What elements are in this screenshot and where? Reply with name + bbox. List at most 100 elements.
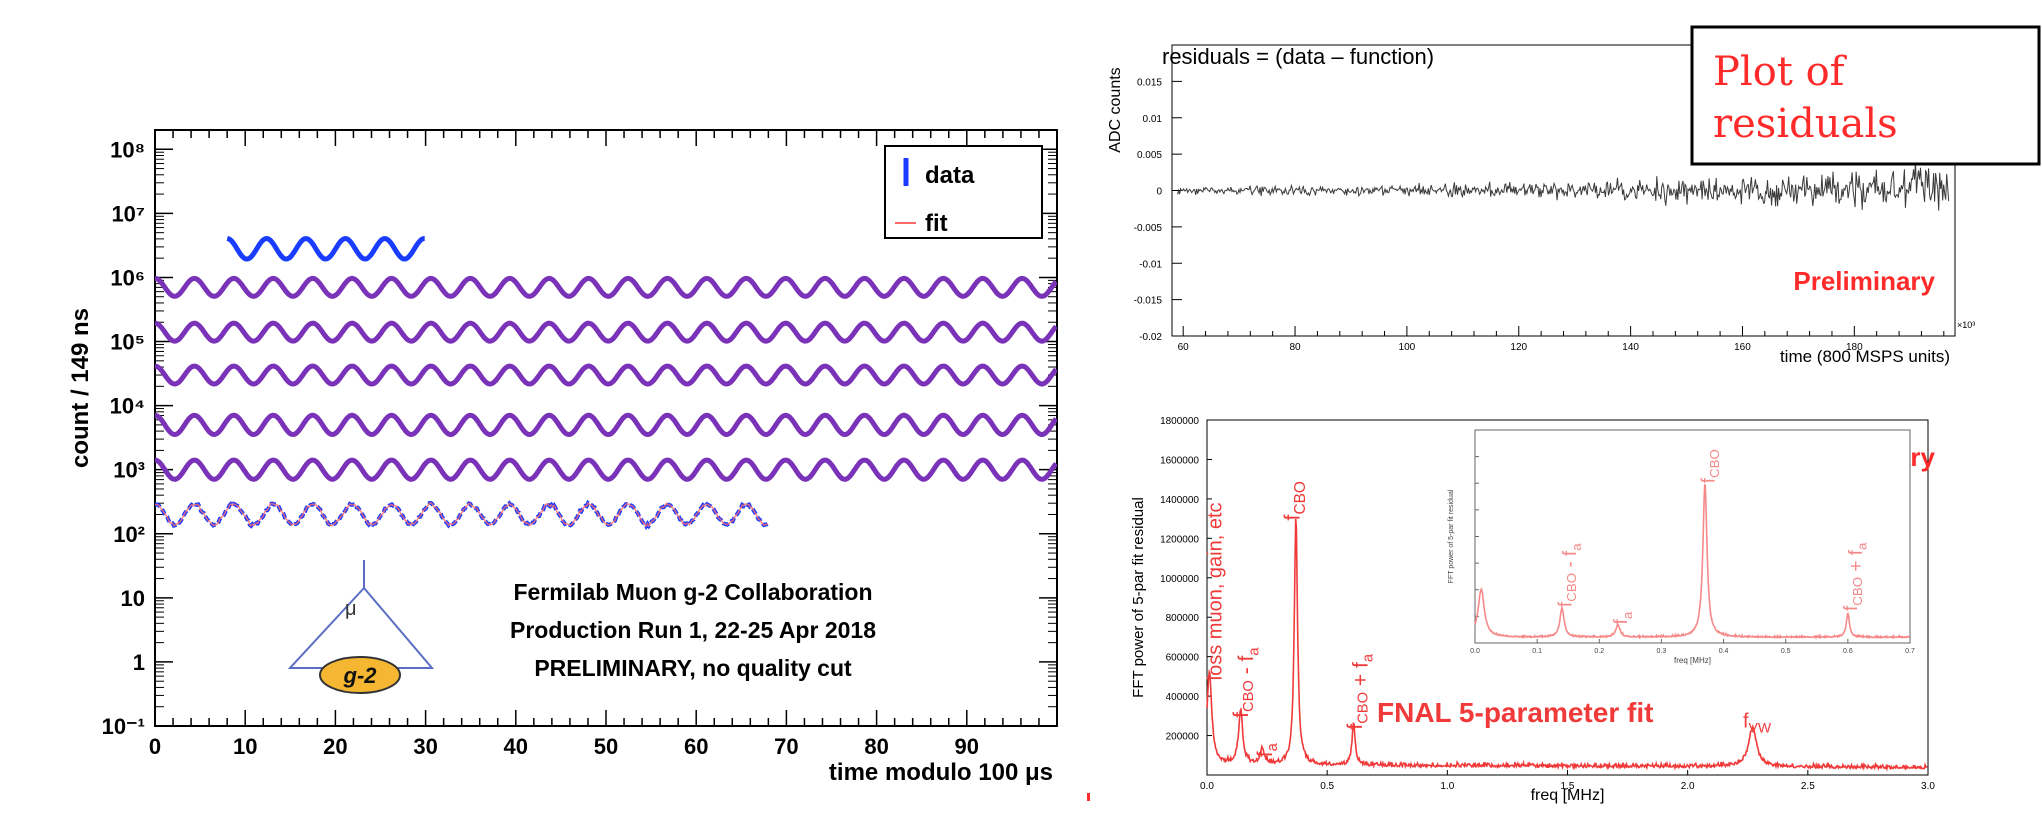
x-axis-label: time (800 MSPS units) bbox=[1780, 347, 1950, 366]
inset-x-tick-label: 0.3 bbox=[1657, 648, 1667, 655]
y-tick-label: 1600000 bbox=[1160, 455, 1199, 466]
x-tick-label: 1.5 bbox=[1561, 781, 1575, 792]
inset-trace bbox=[1474, 484, 1910, 640]
y-tick-label: 10⁸ bbox=[110, 137, 145, 162]
x-tick-label: 60 bbox=[684, 734, 708, 759]
inset-label-cbo: fCBO bbox=[1698, 449, 1722, 483]
residual-trace bbox=[1177, 160, 1950, 211]
x-tick-label: 140 bbox=[1622, 342, 1639, 353]
inset-x-label: freq [MHz] bbox=[1674, 656, 1711, 665]
y-tick-label: -0.005 bbox=[1134, 223, 1163, 234]
x-tick-label: 90 bbox=[955, 734, 979, 759]
data-wave-0 bbox=[226, 235, 425, 262]
x-tick-label: 40 bbox=[504, 734, 528, 759]
inset-x-tick-label: 0.0 bbox=[1470, 648, 1480, 655]
inset-y-label: FFT power of 5-par fit residual bbox=[1448, 489, 1455, 583]
inset-x-tick-label: 0.6 bbox=[1843, 648, 1853, 655]
x-axis-label: freq [MHz] bbox=[1531, 787, 1605, 804]
y-tick-label: 1400000 bbox=[1160, 495, 1199, 506]
x-tick-label: 2.0 bbox=[1681, 781, 1695, 792]
inset-label-fa: fa bbox=[1611, 611, 1635, 624]
residuals-title: residuals = (data – function) bbox=[1162, 44, 1434, 69]
overlay-wave-5 bbox=[155, 457, 1057, 482]
logo-text: g-2 bbox=[343, 663, 378, 688]
x-tick-label: 60 bbox=[1178, 342, 1190, 353]
y-tick-label: 0.015 bbox=[1137, 77, 1162, 88]
logo-ellipse bbox=[319, 656, 401, 694]
x-tick-label: 2.5 bbox=[1801, 781, 1815, 792]
y-tick-label: 1200000 bbox=[1160, 534, 1199, 545]
y-tick-label: 1800000 bbox=[1160, 416, 1199, 427]
peak-label-loss: loss muon, gain, etc bbox=[1204, 502, 1226, 680]
inset-frame bbox=[1474, 429, 1911, 644]
annotation-line: PRELIMINARY, no quality cut bbox=[534, 655, 852, 681]
overlay-wave-1 bbox=[155, 275, 1057, 299]
x-tick-label: 100 bbox=[1399, 342, 1416, 353]
x-axis-label: time modulo 100 μs bbox=[829, 759, 1053, 786]
fft-plot: 1800000 1600000 1400000 1200000 1000000 80000… bbox=[1130, 416, 1936, 804]
inset-x-tick-label: 0.4 bbox=[1719, 648, 1729, 655]
y-tick-label: 10⁶ bbox=[110, 265, 145, 290]
peak-label-cbo: fCBO bbox=[1280, 481, 1310, 521]
inset-label-cbo-minus-fa: fCBO - fa bbox=[1555, 543, 1584, 607]
x-tick-label: 50 bbox=[594, 734, 618, 759]
overlay-wave-4 bbox=[155, 412, 1057, 438]
y-tick-label: 0.01 bbox=[1143, 114, 1163, 125]
x-tick-label: 80 bbox=[864, 734, 888, 759]
x-tick-label: 0 bbox=[149, 734, 161, 759]
y-tick-label: 10⁴ bbox=[110, 394, 145, 419]
inset-x-tick-label: 0.5 bbox=[1781, 648, 1791, 655]
overlay-wave-2 bbox=[155, 320, 1057, 344]
y-axis-label: count / 149 ns bbox=[67, 308, 94, 468]
preliminary-stamp: Preliminary bbox=[1793, 266, 1935, 296]
y-tick-label: 1000000 bbox=[1160, 574, 1199, 585]
fft-inset: 0.0 0.1 0.2 0.3 0.4 0.5 0.6 0.7 freq [MHz] FFT po… bbox=[1448, 429, 1915, 665]
y-tick-label: -0.02 bbox=[1139, 332, 1162, 343]
waveforms bbox=[155, 235, 1057, 531]
x-exponent: ×10³ bbox=[1957, 320, 1975, 330]
annotation-line: Fermilab Muon g-2 Collaboration bbox=[513, 579, 872, 605]
callout: Plot of residuals bbox=[1690, 25, 2041, 166]
y-tick-label: -0.015 bbox=[1134, 296, 1163, 307]
annotation-line: Production Run 1, 22-25 Apr 2018 bbox=[510, 617, 876, 643]
x-tick-label: 3.0 bbox=[1921, 781, 1935, 792]
y-tick-label: 1 bbox=[133, 650, 145, 675]
y-axis-label: FFT power of 5-par fit residual bbox=[1130, 497, 1147, 698]
y-tick-label: 10⁷ bbox=[111, 201, 145, 226]
y-tick-label: 0 bbox=[1156, 187, 1162, 198]
callout-box bbox=[1690, 25, 2041, 166]
legend-box bbox=[884, 145, 1043, 239]
legend-fit-label: fit bbox=[925, 210, 948, 237]
callout-line: Plot of bbox=[1713, 49, 1848, 95]
y-axis-label: ADC counts bbox=[1107, 67, 1124, 152]
peak-label-vw: fVW bbox=[1743, 711, 1772, 736]
fit-wave-6 bbox=[155, 501, 769, 528]
residuals-plot: 0.015 0.01 0.005 0 -0.005 -0.01 -0.015 -0.02 60 8… bbox=[1107, 25, 2041, 366]
x-tick-label: 20 bbox=[323, 734, 347, 759]
x-tick-label: 120 bbox=[1510, 342, 1527, 353]
y-tick-label: 0.005 bbox=[1137, 150, 1162, 161]
x-tick-label: 0.5 bbox=[1320, 781, 1334, 792]
fit-label: FNAL 5-parameter fit bbox=[1377, 697, 1653, 728]
overlay-wave-3 bbox=[155, 363, 1057, 387]
g2-logo: μ g-2 bbox=[287, 560, 435, 694]
stray-mark bbox=[1087, 793, 1090, 801]
peak-label-fa: fa bbox=[1254, 742, 1281, 757]
legend: data fit bbox=[884, 145, 1043, 239]
y-tick-label: 400000 bbox=[1166, 692, 1200, 703]
x-tick-label: 30 bbox=[413, 734, 437, 759]
logo-mu: μ bbox=[345, 598, 357, 620]
peak-label-cbo-plus-fa: fCBO + fa bbox=[1344, 653, 1377, 729]
y-tick-label: 600000 bbox=[1166, 653, 1200, 664]
inset-x-tick-label: 0.7 bbox=[1905, 648, 1915, 655]
x-tick-label: 0.0 bbox=[1200, 781, 1214, 792]
inset-x-tick-label: 0.1 bbox=[1532, 648, 1542, 655]
x-tick-label: 70 bbox=[774, 734, 798, 759]
inset-x-tick-label: 0.2 bbox=[1594, 648, 1604, 655]
x-tick-label: 160 bbox=[1734, 342, 1751, 353]
callout-line: residuals bbox=[1713, 101, 1898, 147]
wiggle-plot: 0 10 20 30 40 50 60 70 80 90 10⁻¹ 1 10 10² 10³ 10⁴ 10⁵ 10… bbox=[67, 129, 1058, 786]
y-tick-label: 10⁵ bbox=[110, 330, 145, 355]
y-tick-label: 10 bbox=[121, 586, 145, 611]
